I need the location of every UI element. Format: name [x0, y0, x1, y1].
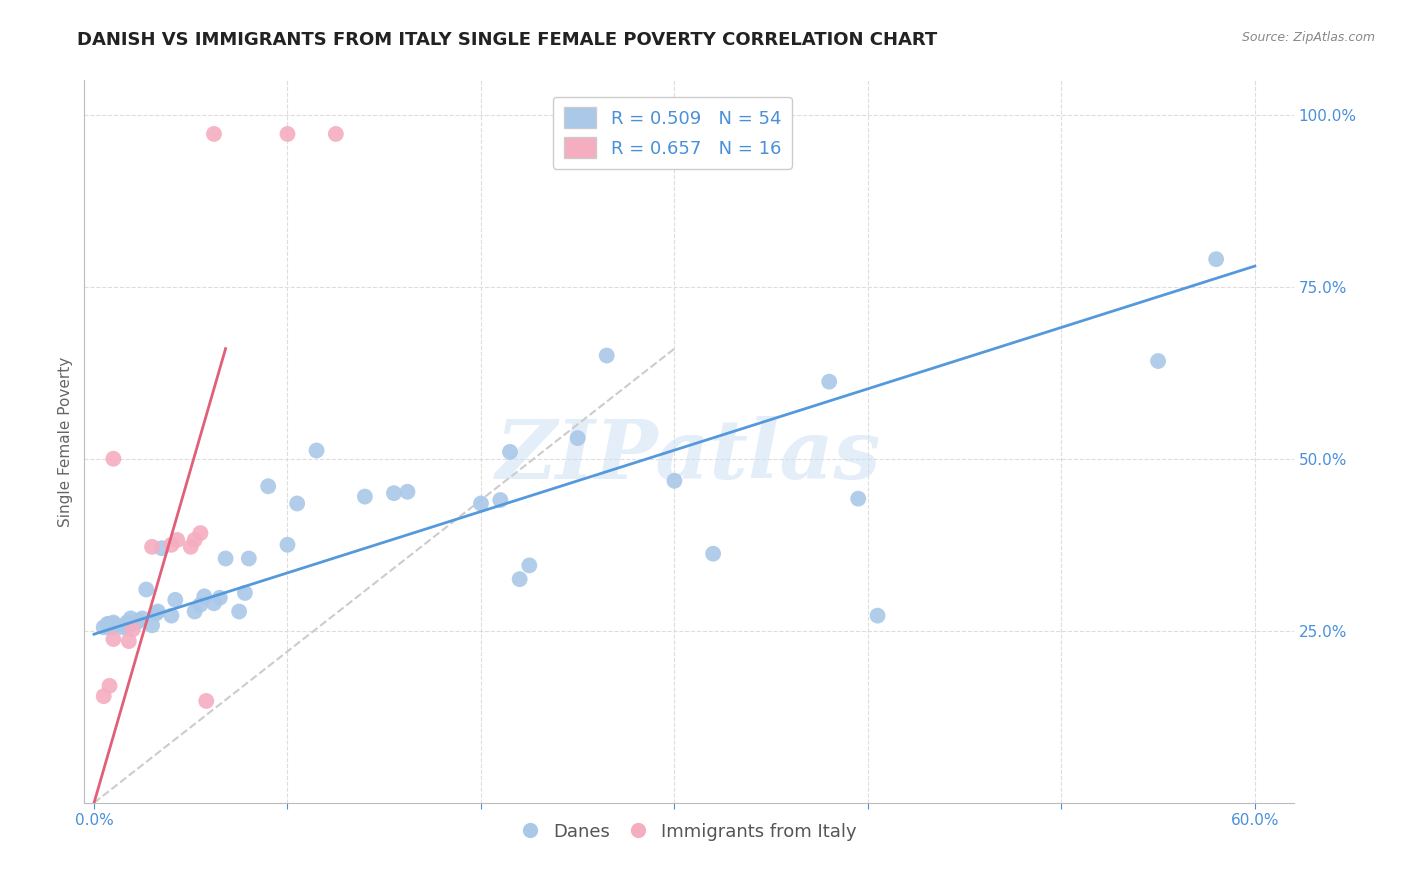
- Text: ZIPatlas: ZIPatlas: [496, 416, 882, 496]
- Point: [128, 614, 150, 628]
- Point: [160, 608, 183, 623]
- Point: [195, 694, 218, 708]
- Point: [160, 538, 183, 552]
- Point: [103, 620, 125, 634]
- Point: [202, 596, 225, 610]
- Point: [470, 496, 492, 510]
- Point: [103, 632, 125, 646]
- Point: [276, 127, 298, 141]
- Y-axis label: Single Female Poverty: Single Female Poverty: [58, 357, 73, 526]
- Point: [125, 615, 148, 630]
- Point: [150, 541, 173, 556]
- Point: [567, 431, 589, 445]
- Point: [165, 592, 187, 607]
- Point: [100, 618, 122, 632]
- Point: [499, 445, 522, 459]
- Point: [702, 547, 724, 561]
- Point: [285, 496, 308, 510]
- Point: [382, 486, 405, 500]
- Point: [145, 607, 167, 621]
- Legend: Danes, Immigrants from Italy: Danes, Immigrants from Italy: [515, 815, 863, 848]
- Point: [98, 616, 121, 631]
- Point: [103, 615, 125, 630]
- Point: [183, 605, 205, 619]
- Point: [103, 451, 125, 466]
- Point: [97, 616, 120, 631]
- Point: [121, 623, 143, 637]
- Point: [866, 608, 889, 623]
- Point: [112, 620, 135, 634]
- Point: [664, 474, 686, 488]
- Point: [93, 620, 115, 634]
- Point: [596, 349, 619, 363]
- Point: [517, 558, 540, 573]
- Point: [208, 591, 231, 605]
- Point: [228, 605, 250, 619]
- Point: [238, 551, 260, 566]
- Point: [276, 538, 298, 552]
- Point: [190, 598, 212, 612]
- Point: [146, 605, 169, 619]
- Point: [183, 533, 205, 547]
- Point: [98, 620, 121, 634]
- Text: Source: ZipAtlas.com: Source: ZipAtlas.com: [1241, 31, 1375, 45]
- Point: [396, 484, 419, 499]
- Point: [193, 590, 215, 604]
- Point: [131, 611, 153, 625]
- Point: [115, 615, 138, 630]
- Point: [325, 127, 347, 141]
- Point: [202, 127, 225, 141]
- Text: DANISH VS IMMIGRANTS FROM ITALY SINGLE FEMALE POVERTY CORRELATION CHART: DANISH VS IMMIGRANTS FROM ITALY SINGLE F…: [77, 31, 938, 49]
- Point: [1205, 252, 1227, 267]
- Point: [103, 616, 125, 631]
- Point: [93, 689, 115, 703]
- Point: [233, 586, 256, 600]
- Point: [818, 375, 841, 389]
- Point: [846, 491, 869, 506]
- Point: [141, 618, 163, 632]
- Point: [190, 526, 212, 541]
- Point: [120, 611, 142, 625]
- Point: [135, 582, 157, 597]
- Point: [114, 618, 136, 632]
- Point: [98, 679, 121, 693]
- Point: [257, 479, 280, 493]
- Point: [489, 493, 512, 508]
- Point: [1147, 354, 1170, 368]
- Point: [118, 618, 141, 632]
- Point: [305, 443, 328, 458]
- Point: [166, 533, 188, 547]
- Point: [214, 551, 236, 566]
- Point: [354, 490, 377, 504]
- Point: [118, 615, 141, 630]
- Point: [118, 634, 141, 648]
- Point: [141, 540, 163, 554]
- Point: [180, 540, 202, 554]
- Point: [509, 572, 531, 586]
